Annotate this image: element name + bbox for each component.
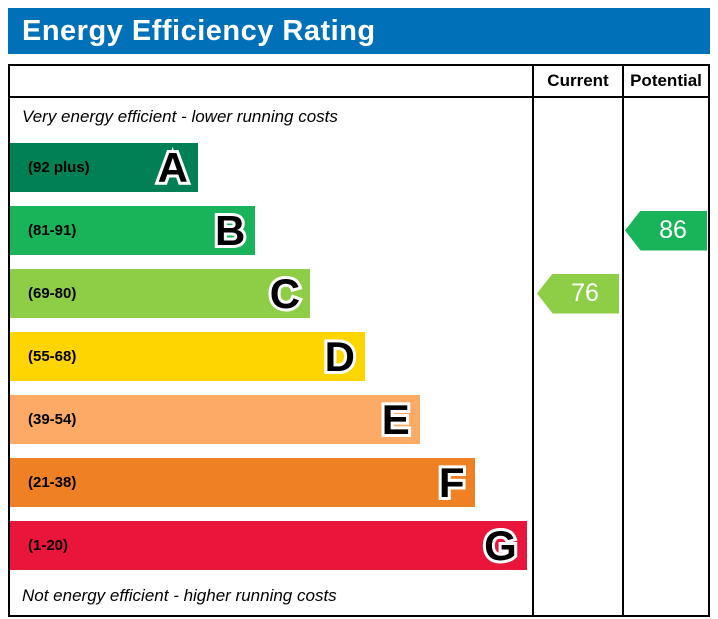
potential-column-cell — [622, 98, 708, 136]
band-letter-b: B — [212, 206, 248, 254]
energy-rating-table: Current Potential Very energy efficient … — [8, 64, 710, 617]
potential-column-cell — [622, 262, 708, 325]
column-header-current: Current — [532, 66, 622, 98]
band-range-label: (55-68) — [28, 348, 77, 365]
column-header-potential: Potential — [622, 66, 708, 98]
band-bar-c: (69-80) C — [10, 269, 311, 318]
band-row-e: (39-54) E — [10, 388, 532, 451]
current-column-cell — [532, 451, 622, 514]
potential-column-cell — [622, 136, 708, 199]
band-bar-f: (21-38) F — [10, 458, 475, 507]
current-column-cell: 76 — [532, 262, 622, 325]
band-row-c: (69-80) C — [10, 262, 532, 325]
current-column-cell — [532, 136, 622, 199]
band-bar-e: (39-54) E — [10, 395, 420, 444]
potential-arrow: 86 — [625, 210, 707, 251]
band-range-label: (81-91) — [28, 222, 77, 239]
band-letter-a: A — [155, 143, 191, 191]
current-column-cell — [532, 577, 622, 615]
potential-column-cell — [622, 388, 708, 451]
current-column-cell — [532, 388, 622, 451]
band-bar-g: (1-20) G — [10, 521, 527, 570]
band-letter-e: E — [379, 395, 413, 443]
band-range-label: (39-54) — [28, 411, 77, 428]
band-bar-a: (92 plus) A — [10, 143, 198, 192]
band-letter-g: G — [481, 521, 520, 569]
band-bar-b: (81-91) B — [10, 206, 256, 255]
table-header-spacer — [10, 66, 532, 98]
current-arrow: 76 — [537, 273, 619, 314]
potential-column-cell: 86 — [622, 199, 708, 262]
current-column-cell — [532, 514, 622, 577]
band-row-d: (55-68) D — [10, 325, 532, 388]
band-row-g: (1-20) G — [10, 514, 532, 577]
bottom-note: Not energy efficient - higher running co… — [22, 586, 337, 605]
band-range-label: (92 plus) — [28, 159, 90, 176]
potential-column-cell — [622, 577, 708, 615]
current-value: 76 — [571, 279, 599, 307]
band-row-f: (21-38) F — [10, 451, 532, 514]
band-letter-f: F — [436, 458, 468, 506]
band-letter-d: D — [322, 332, 358, 380]
potential-column-cell — [622, 451, 708, 514]
header-bar: Energy Efficiency Rating — [8, 8, 710, 54]
band-row-b: (81-91) B — [10, 199, 532, 262]
current-column-cell — [532, 199, 622, 262]
band-row-a: (92 plus) A — [10, 136, 532, 199]
potential-column-cell — [622, 514, 708, 577]
current-column-cell — [532, 98, 622, 136]
band-range-label: (69-80) — [28, 285, 77, 302]
potential-value: 86 — [659, 216, 687, 244]
band-range-label: (21-38) — [28, 474, 77, 491]
potential-column-cell — [622, 325, 708, 388]
current-column-cell — [532, 325, 622, 388]
band-range-label: (1-20) — [28, 537, 69, 554]
band-letter-c: C — [267, 269, 303, 317]
top-note: Very energy efficient - lower running co… — [22, 107, 338, 126]
band-bar-d: (55-68) D — [10, 332, 365, 381]
page-title: Energy Efficiency Rating — [22, 14, 376, 47]
